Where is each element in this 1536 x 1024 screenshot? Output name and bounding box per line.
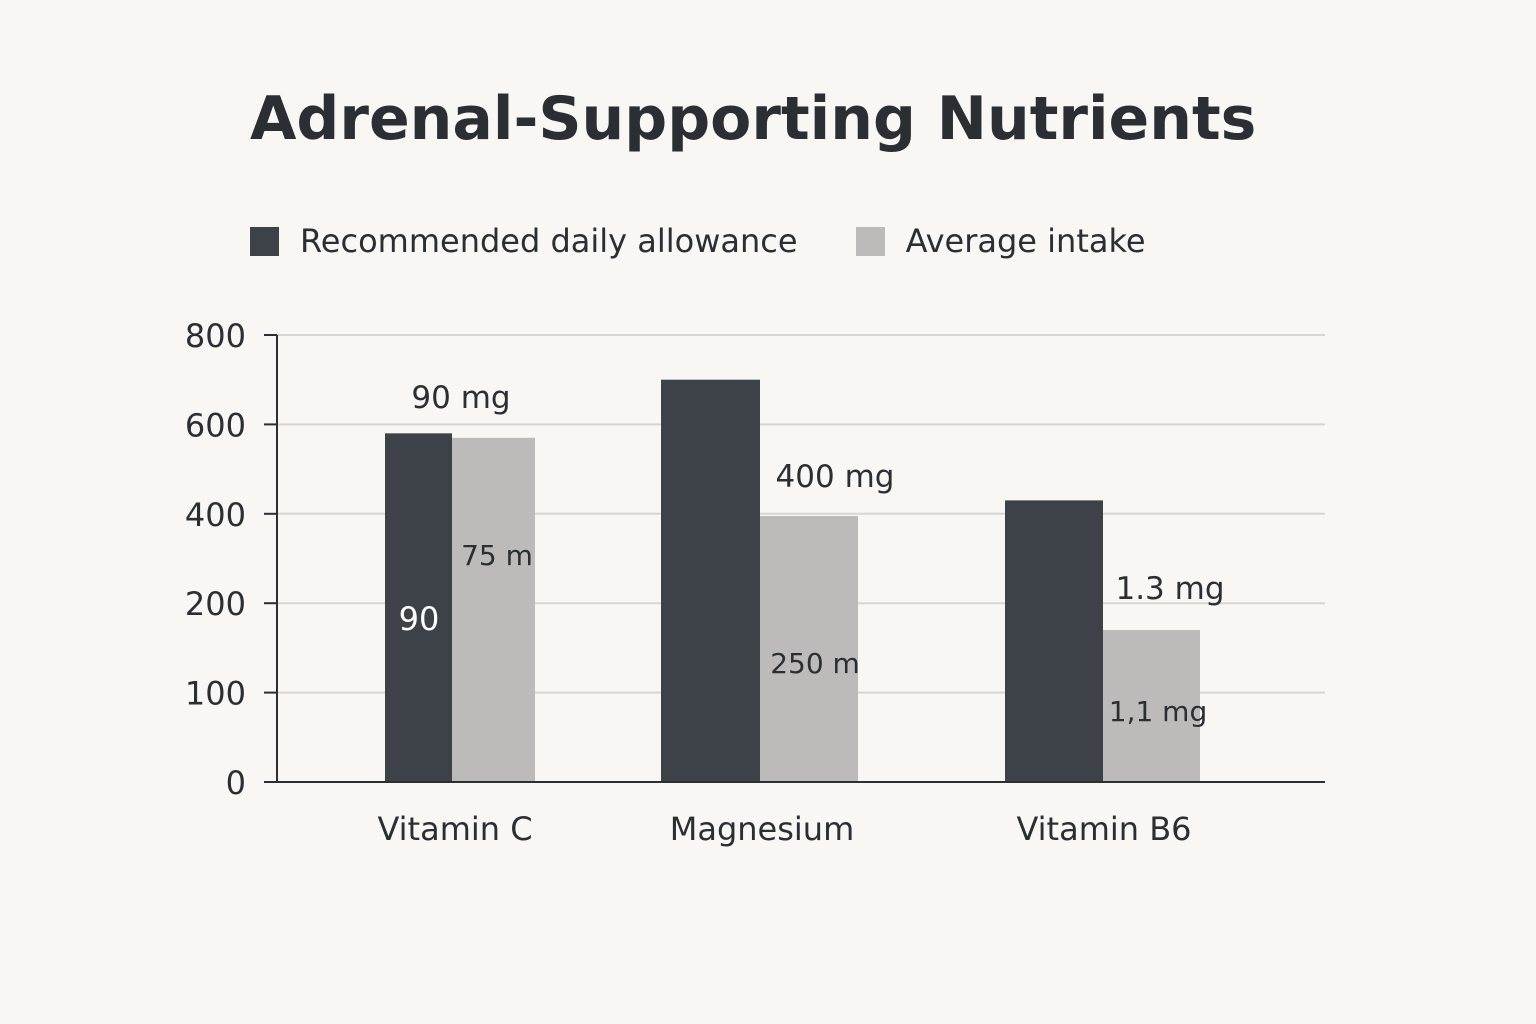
legend-swatch-average [855,226,885,256]
y-tick-label: 600 [185,406,246,444]
x-tick-label: Vitamin C [377,810,532,848]
bar [661,379,760,782]
y-tick-label: 100 [185,675,246,713]
bar-value-label: 75 m [461,539,533,572]
legend: Recommended daily allowance Average inta… [250,222,1204,260]
bar [1005,500,1103,782]
legend-item-average: Average intake [855,222,1146,260]
legend-label-average: Average intake [905,222,1146,260]
y-tick-label: 200 [185,585,246,623]
y-tick-label: 400 [185,496,246,534]
bar-value-label: 250 m [770,647,860,680]
legend-item-rda: Recommended daily allowance [250,222,798,260]
bar-value-label: 90 [399,600,440,638]
legend-swatch-rda [250,226,279,256]
x-tick-label: Magnesium [670,810,855,848]
bar [385,433,452,782]
bar [1103,630,1200,782]
y-tick-label: 0 [226,764,246,802]
bar-value-label: 1,1 mg [1109,695,1207,728]
legend-label-rda: Recommended daily allowance [300,222,798,260]
bar [452,437,535,782]
x-tick-label: Vitamin B6 [1016,810,1191,848]
annotation-label: 1.3 mg [1115,571,1224,607]
annotation-label: 90 mg [411,380,510,416]
annotation-label: 400 mg [776,459,895,495]
chart-title: Adrenal-Supporting Nutrients [250,84,1257,154]
y-tick-label: 800 [185,317,246,355]
bar [760,516,858,782]
